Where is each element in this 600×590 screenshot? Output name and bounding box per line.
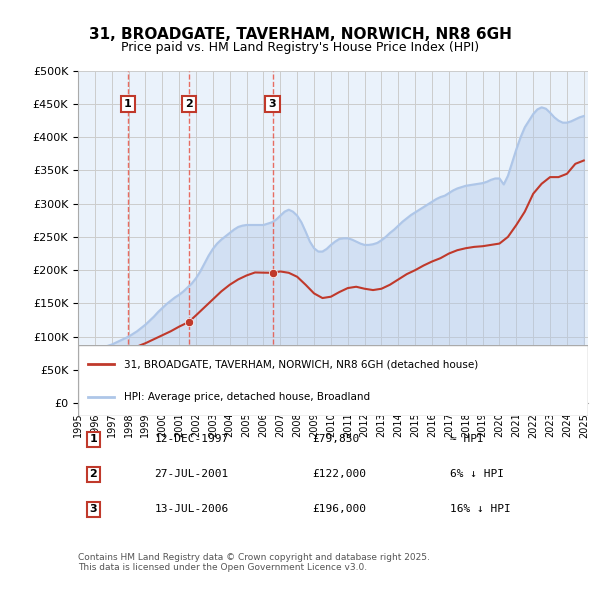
Text: Contains HM Land Registry data © Crown copyright and database right 2025.
This d: Contains HM Land Registry data © Crown c… (78, 553, 430, 572)
Text: 1: 1 (89, 434, 97, 444)
Text: £79,850: £79,850 (313, 434, 360, 444)
Text: 16% ↓ HPI: 16% ↓ HPI (450, 504, 511, 514)
Text: 12-DEC-1997: 12-DEC-1997 (155, 434, 229, 444)
Text: Price paid vs. HM Land Registry's House Price Index (HPI): Price paid vs. HM Land Registry's House … (121, 41, 479, 54)
Text: £196,000: £196,000 (313, 504, 367, 514)
Text: 13-JUL-2006: 13-JUL-2006 (155, 504, 229, 514)
Text: 27-JUL-2001: 27-JUL-2001 (155, 470, 229, 479)
Text: HPI: Average price, detached house, Broadland: HPI: Average price, detached house, Broa… (124, 392, 370, 402)
FancyBboxPatch shape (78, 345, 588, 416)
Text: 6% ↓ HPI: 6% ↓ HPI (450, 470, 504, 479)
Text: 31, BROADGATE, TAVERHAM, NORWICH, NR8 6GH: 31, BROADGATE, TAVERHAM, NORWICH, NR8 6G… (89, 27, 511, 41)
Text: 3: 3 (89, 504, 97, 514)
Text: 31, BROADGATE, TAVERHAM, NORWICH, NR8 6GH (detached house): 31, BROADGATE, TAVERHAM, NORWICH, NR8 6G… (124, 359, 478, 369)
Text: 2: 2 (185, 99, 193, 109)
Text: 3: 3 (269, 99, 277, 109)
Text: 2: 2 (89, 470, 97, 479)
Text: ≈ HPI: ≈ HPI (450, 434, 484, 444)
Text: £122,000: £122,000 (313, 470, 367, 479)
Text: 1: 1 (124, 99, 131, 109)
